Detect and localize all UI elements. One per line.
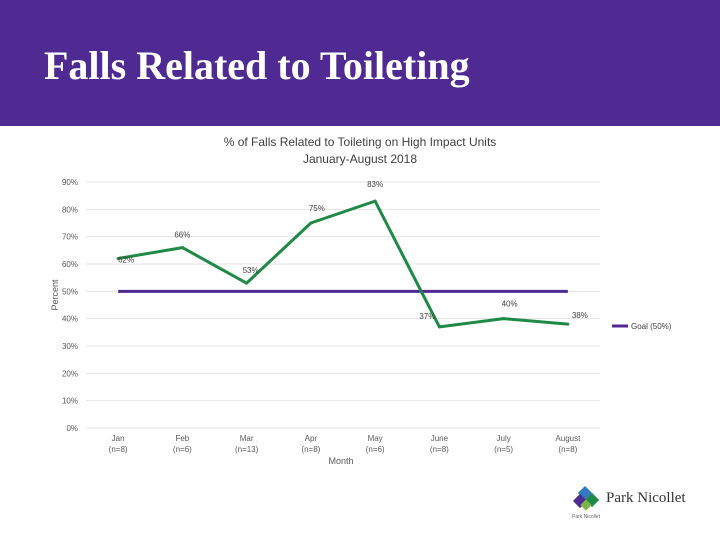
data-label: 38% — [572, 311, 588, 320]
y-tick-label: 40% — [62, 315, 78, 324]
x-tick-label: May — [368, 434, 383, 443]
y-tick-label: 20% — [62, 369, 78, 378]
x-tick-sublabel: (n=5) — [494, 445, 513, 454]
x-tick-sublabel: (n=8) — [558, 445, 577, 454]
y-tick-label: 80% — [62, 205, 78, 214]
slide-title: Falls Related to Toileting — [44, 43, 470, 88]
y-tick-label: 70% — [62, 233, 78, 242]
x-tick-sublabel: (n=6) — [173, 445, 192, 454]
chart-subtitle: January-August 2018 — [302, 152, 418, 166]
data-point — [180, 246, 184, 250]
x-tick-label: Jan — [112, 434, 125, 443]
chart-title-block: % of Falls Related to Toileting on High … — [160, 134, 560, 168]
y-tick-label: 90% — [62, 178, 78, 187]
park-nicollet-diamond-icon — [572, 485, 600, 511]
data-label: 40% — [502, 300, 518, 309]
title-banner — [0, 0, 720, 126]
chart-title: % of Falls Related to Toileting on High … — [223, 135, 497, 149]
series-line — [117, 199, 569, 329]
data-label: 37% — [419, 312, 435, 321]
x-tick-label: July — [497, 434, 511, 443]
data-point — [437, 325, 441, 329]
x-tick-sublabel: (n=8) — [430, 445, 449, 454]
x-tick-label: Mar — [240, 434, 254, 443]
x-tick-label: August — [555, 434, 581, 443]
y-tick-label: 50% — [62, 287, 78, 296]
x-axis-label: Month — [328, 456, 353, 466]
x-tick-label: June — [431, 434, 449, 443]
x-tick-sublabel: (n=8) — [109, 445, 128, 454]
x-tick-sublabel: (n=8) — [301, 445, 320, 454]
y-tick-label: 10% — [62, 397, 78, 406]
logo-tagline: Park Nicollet — [572, 514, 601, 520]
y-axis-label: Percent — [50, 279, 60, 311]
x-tick-sublabel: (n=6) — [366, 445, 385, 454]
legend-label-goal: Goal (50%) — [631, 322, 672, 331]
y-tick-label: 0% — [66, 424, 78, 433]
data-label: 53% — [243, 266, 259, 275]
data-point — [373, 199, 377, 203]
park-nicollet-logo: Park Nicollet Park Nicollet — [572, 485, 692, 522]
x-tick-label: Apr — [305, 434, 318, 443]
y-tick-label: 30% — [62, 342, 78, 351]
data-label: 66% — [174, 231, 190, 240]
data-point — [309, 221, 313, 225]
data-point — [566, 322, 570, 326]
y-tick-label: 60% — [62, 260, 78, 269]
data-label: 83% — [367, 180, 383, 189]
x-tick-sublabel: (n=13) — [235, 445, 259, 454]
data-label: 75% — [309, 204, 325, 213]
data-point — [116, 257, 120, 261]
data-label: 62% — [118, 256, 134, 265]
data-point — [245, 281, 249, 285]
x-tick-label: Feb — [175, 434, 189, 443]
data-point — [502, 317, 506, 321]
logo-wordmark: Park Nicollet — [606, 490, 686, 506]
